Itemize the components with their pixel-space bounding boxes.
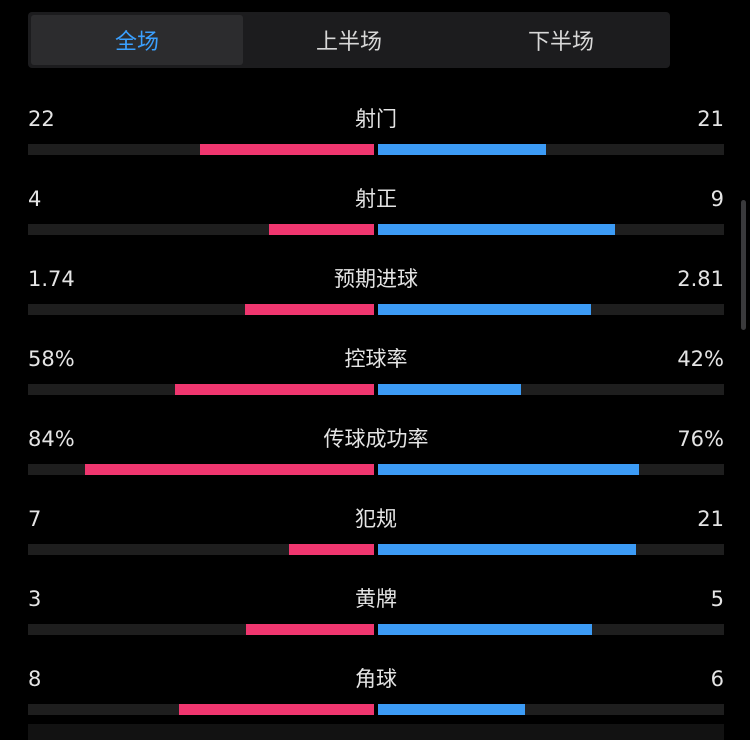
bar-divider xyxy=(374,464,378,475)
stat-bar xyxy=(28,704,724,715)
home-value: 1.74 xyxy=(28,267,75,291)
away-bar xyxy=(376,624,592,635)
bar-divider xyxy=(374,544,378,555)
away-value: 6 xyxy=(710,667,724,691)
bar-divider xyxy=(374,704,378,715)
stat-row-possession: 58% 控球率 42% xyxy=(28,338,724,418)
home-bar xyxy=(200,144,376,155)
away-value: 5 xyxy=(710,587,724,611)
stat-label: 射正 xyxy=(355,187,397,211)
stat-bar xyxy=(28,544,724,555)
stat-label: 预期进球 xyxy=(334,267,418,291)
next-row-preview xyxy=(28,724,724,740)
bar-divider xyxy=(374,384,378,395)
home-value: 7 xyxy=(28,507,42,531)
away-bar xyxy=(376,224,615,235)
away-bar xyxy=(376,384,521,395)
away-value: 76% xyxy=(677,427,724,451)
bar-divider xyxy=(374,304,378,315)
away-bar xyxy=(376,464,639,475)
bar-divider xyxy=(374,224,378,235)
stat-row-yellow-cards: 3 黄牌 5 xyxy=(28,578,724,658)
stat-bar xyxy=(28,384,724,395)
period-tabs: 全场 上半场 下半场 xyxy=(28,12,670,68)
home-bar xyxy=(175,384,376,395)
home-value: 84% xyxy=(28,427,75,451)
home-value: 58% xyxy=(28,347,75,371)
away-value: 2.81 xyxy=(677,267,724,291)
scrollbar-thumb[interactable] xyxy=(741,200,746,330)
stat-row-pass-accuracy: 84% 传球成功率 76% xyxy=(28,418,724,498)
tab-full-match[interactable]: 全场 xyxy=(31,15,243,65)
stat-label: 犯规 xyxy=(355,507,397,531)
home-bar xyxy=(246,624,376,635)
home-bar xyxy=(179,704,376,715)
tab-second-half[interactable]: 下半场 xyxy=(527,30,594,55)
away-bar xyxy=(376,144,546,155)
stat-label: 射门 xyxy=(355,107,397,131)
bar-divider xyxy=(374,144,378,155)
away-value: 21 xyxy=(697,507,724,531)
away-bar xyxy=(376,704,525,715)
home-value: 22 xyxy=(28,107,55,131)
bar-divider xyxy=(374,624,378,635)
stat-row-fouls: 7 犯规 21 xyxy=(28,498,724,578)
stat-row-corners: 8 角球 6 xyxy=(28,658,724,738)
stat-row-expected-goals: 1.74 预期进球 2.81 xyxy=(28,258,724,338)
stat-label: 控球率 xyxy=(344,347,408,371)
stat-label: 角球 xyxy=(355,667,397,691)
stat-bar xyxy=(28,304,724,315)
stat-label: 传球成功率 xyxy=(323,427,429,451)
stat-bar xyxy=(28,624,724,635)
stats-list: 22 射门 21 4 射正 9 1.74 预期进球 2.81 58% 控球率 4… xyxy=(28,98,724,738)
tab-first-half[interactable]: 上半场 xyxy=(315,30,382,55)
home-value: 3 xyxy=(28,587,42,611)
home-bar xyxy=(269,224,376,235)
stat-label: 黄牌 xyxy=(355,587,397,611)
home-bar xyxy=(289,544,376,555)
stat-bar xyxy=(28,464,724,475)
home-value: 8 xyxy=(28,667,42,691)
home-bar xyxy=(85,464,376,475)
stat-bar xyxy=(28,144,724,155)
away-value: 42% xyxy=(677,347,724,371)
away-value: 21 xyxy=(697,107,724,131)
away-bar xyxy=(376,304,591,315)
stat-bar xyxy=(28,224,724,235)
away-value: 9 xyxy=(710,187,724,211)
away-bar xyxy=(376,544,636,555)
stat-row-shots-on-target: 4 射正 9 xyxy=(28,178,724,258)
home-bar xyxy=(245,304,376,315)
home-value: 4 xyxy=(28,187,42,211)
stat-row-shots: 22 射门 21 xyxy=(28,98,724,178)
